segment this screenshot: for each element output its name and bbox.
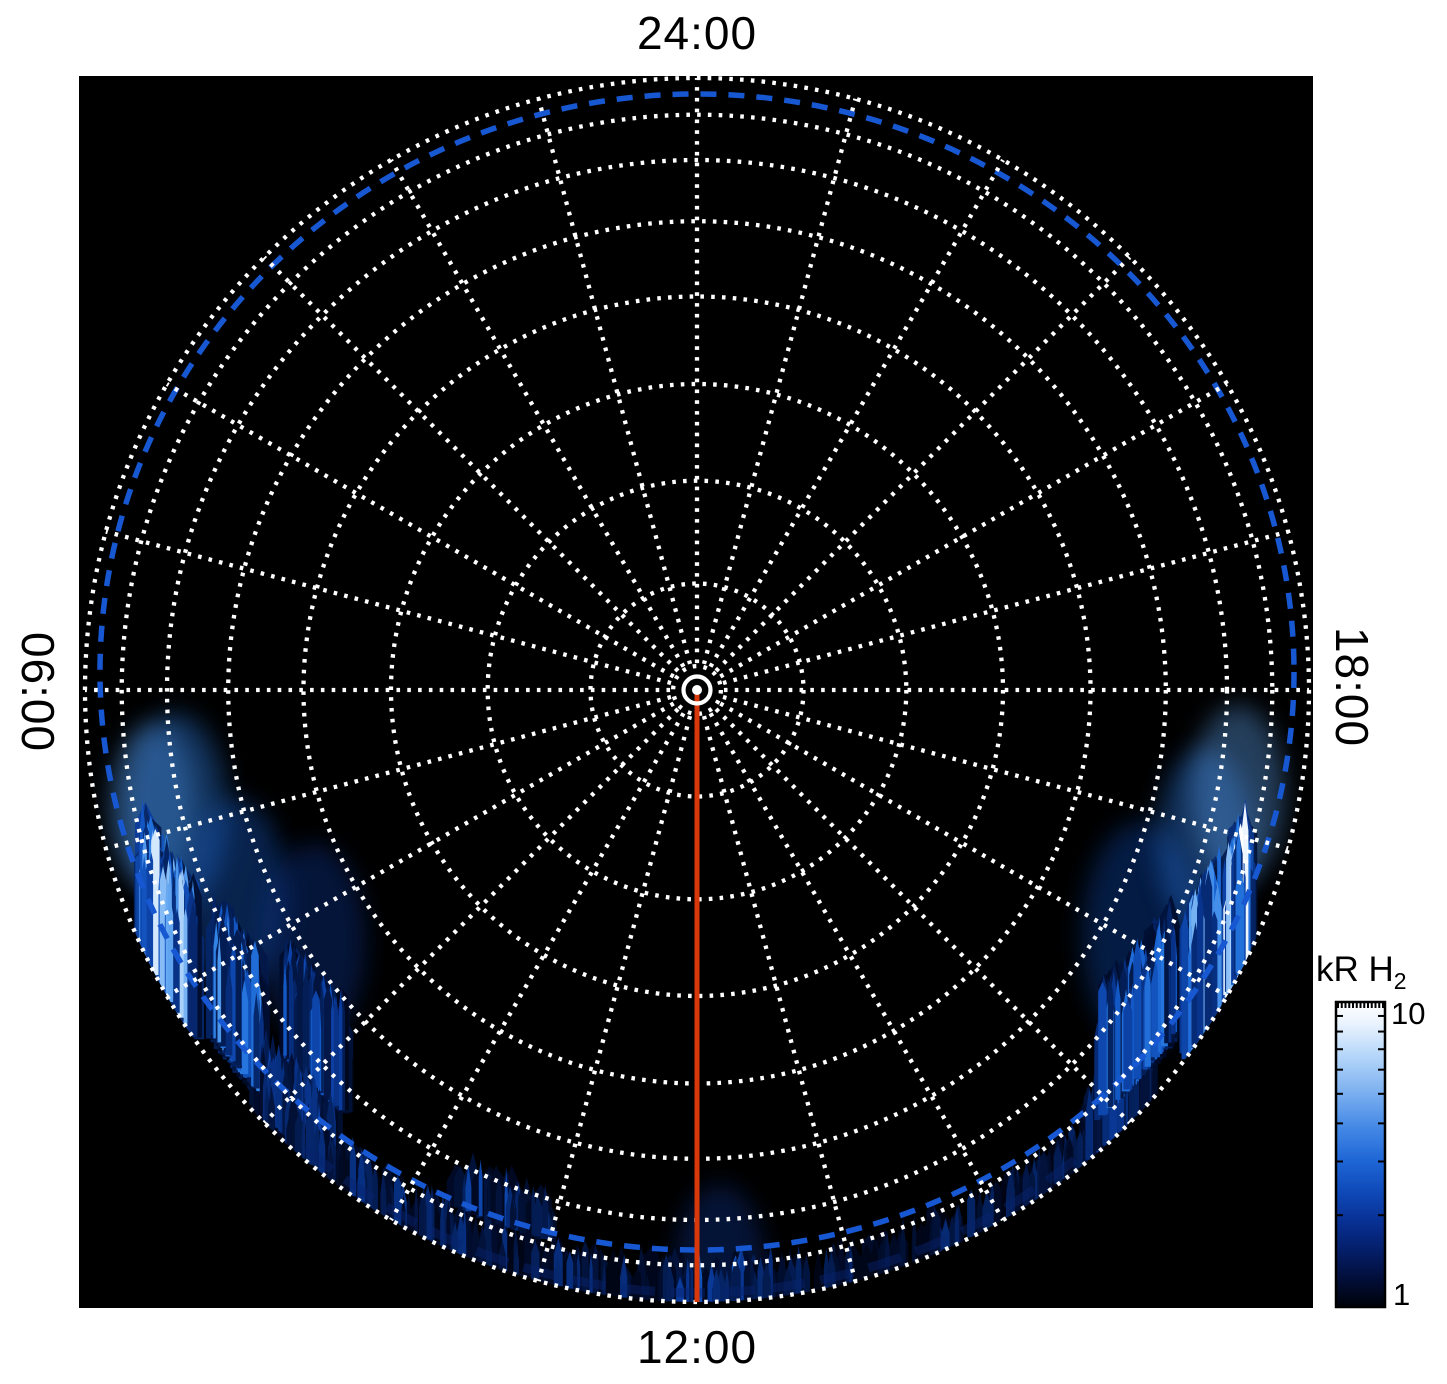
polar-plot-area xyxy=(79,76,1313,1308)
pole-marker xyxy=(681,674,713,706)
polar-map-svg xyxy=(83,76,1311,1304)
axis-label-noon: 12:00 xyxy=(636,1321,758,1373)
colorbar-gradient-bar xyxy=(1334,1000,1387,1309)
colorbar-max-label: 10 xyxy=(1391,996,1426,1031)
colorbar-min-label: 1 xyxy=(1393,1277,1411,1312)
colorbar xyxy=(1334,1000,1388,1310)
reference-oval-dashed xyxy=(97,91,1297,1253)
axis-label-dawn: 06:00 xyxy=(12,631,64,753)
colorbar-title: kR H2 xyxy=(1316,950,1407,995)
colorbar-title-subscript: 2 xyxy=(1393,968,1407,994)
polar-grid xyxy=(83,76,1311,1304)
colorbar-title-text: kR H xyxy=(1316,950,1394,989)
colorbar-svg xyxy=(1334,1000,1387,1309)
axis-label-dusk: 18:00 xyxy=(1326,626,1378,748)
colorbar-ticks xyxy=(1336,1002,1385,1217)
axis-label-midnight: 24:00 xyxy=(636,7,758,59)
